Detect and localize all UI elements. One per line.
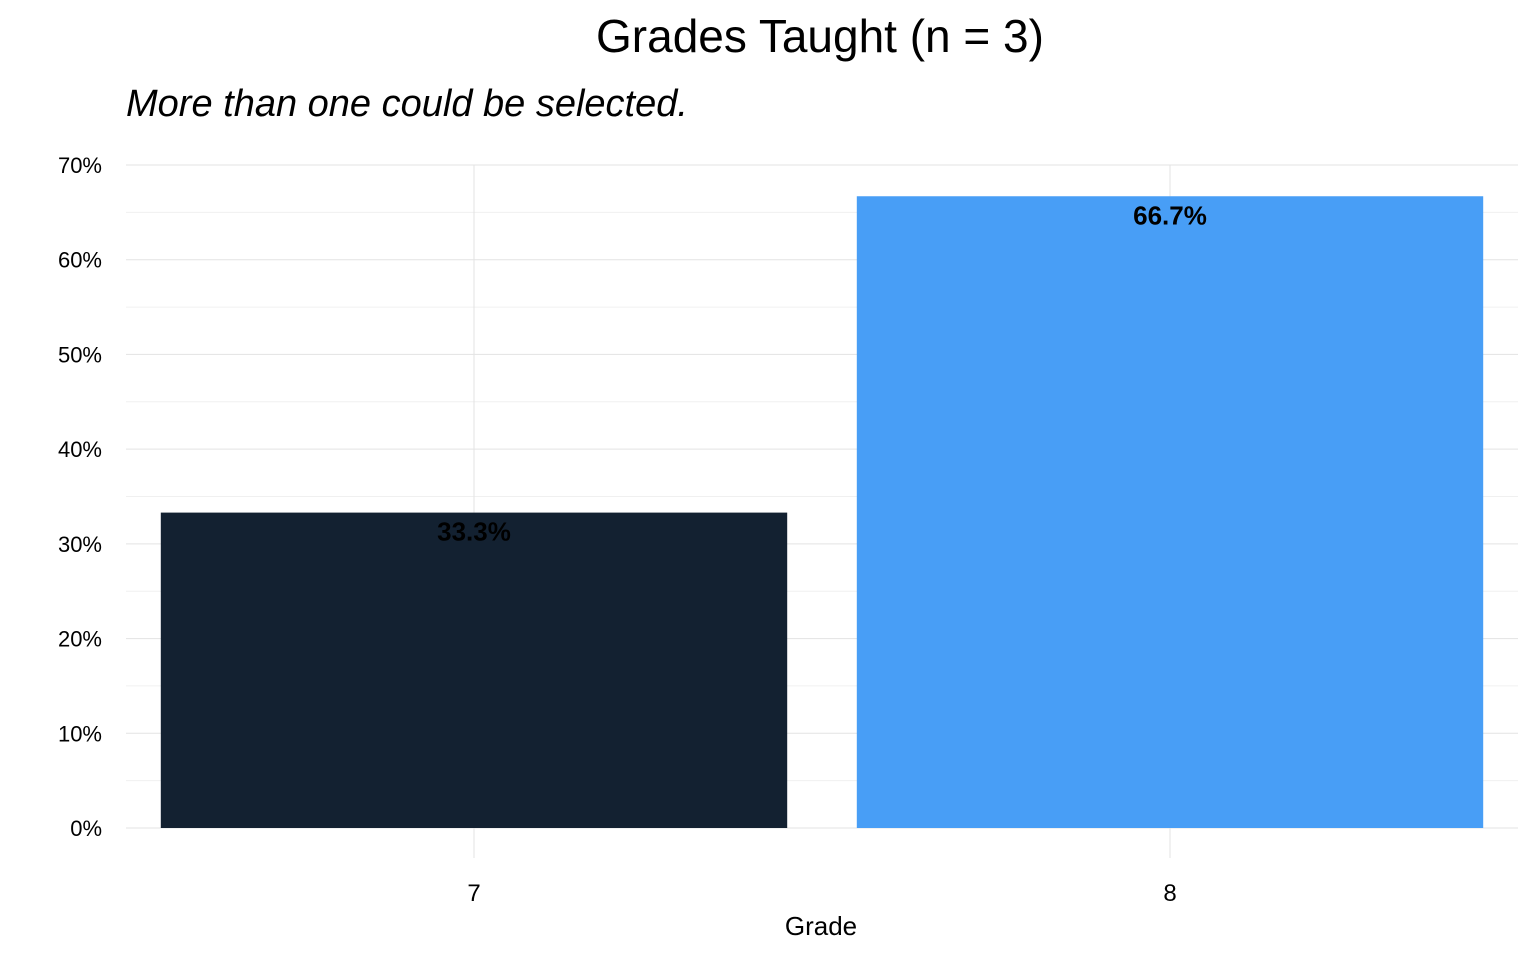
y-tick-label: 20% [58,627,102,652]
y-tick-label: 70% [58,153,102,178]
bar-grade-8 [856,196,1484,828]
y-tick-label: 0% [70,816,102,841]
x-axis-label: Grade [785,911,857,941]
chart-title: Grades Taught (n = 3) [596,10,1044,62]
bar-value-label: 33.3% [437,517,511,547]
x-tick-label: 8 [1163,880,1176,907]
chart-subtitle: More than one could be selected. [126,83,688,125]
x-tick-label: 7 [467,880,480,907]
bars-layer [160,196,1484,828]
y-tick-label: 40% [58,437,102,462]
bar-value-label: 66.7% [1133,200,1207,230]
y-tick-label: 30% [58,532,102,557]
y-tick-label: 60% [58,248,102,273]
y-tick-label: 10% [58,721,102,746]
y-tick-label: 50% [58,342,102,367]
bar-grade-7 [160,512,788,828]
labels-layer: 0% 10% 20% 30% 40% 50% 60% 70% 33.3% 7 66.7% 8 [58,153,1207,907]
